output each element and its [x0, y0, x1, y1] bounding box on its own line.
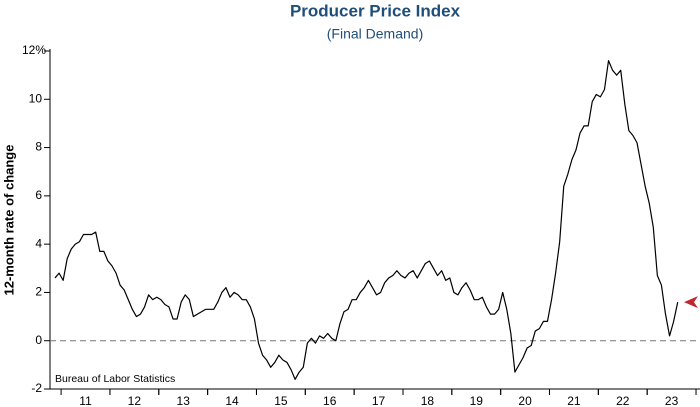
- source-note: Bureau of Labor Statistics: [55, 373, 175, 385]
- y-tick-label: 2: [35, 285, 42, 299]
- x-tick-label: 21: [567, 394, 581, 407]
- x-tick-label: 14: [225, 394, 239, 407]
- y-tick-label: 6: [35, 188, 42, 202]
- x-tick-label: 17: [372, 394, 386, 407]
- y-axis-label: 12-month rate of change: [1, 145, 16, 296]
- x-tick-label: 18: [421, 394, 435, 407]
- x-tick-label: 11: [79, 394, 92, 407]
- x-tick-label: 13: [177, 394, 191, 407]
- chart-subtitle: (Final Demand): [327, 26, 423, 42]
- x-tick-label: 19: [470, 394, 484, 407]
- chart-title: Producer Price Index: [290, 1, 461, 20]
- x-tick-label: 23: [665, 394, 679, 407]
- y-tick-label: 10: [29, 91, 43, 105]
- x-tick-label: 12: [128, 394, 142, 407]
- y-tick-label: 4: [35, 236, 42, 250]
- y-tick-label: 8: [35, 140, 42, 154]
- x-tick-label: 22: [616, 394, 630, 407]
- y-tick-label: 12%: [22, 43, 46, 57]
- x-tick-label: 15: [274, 394, 288, 407]
- x-tick-label: 20: [518, 394, 532, 407]
- series-line: [54, 60, 679, 380]
- x-tick-label: 16: [323, 394, 337, 407]
- y-tick-label: -2: [31, 381, 42, 395]
- latest-marker: [684, 296, 698, 309]
- y-tick-label: 0: [35, 333, 42, 347]
